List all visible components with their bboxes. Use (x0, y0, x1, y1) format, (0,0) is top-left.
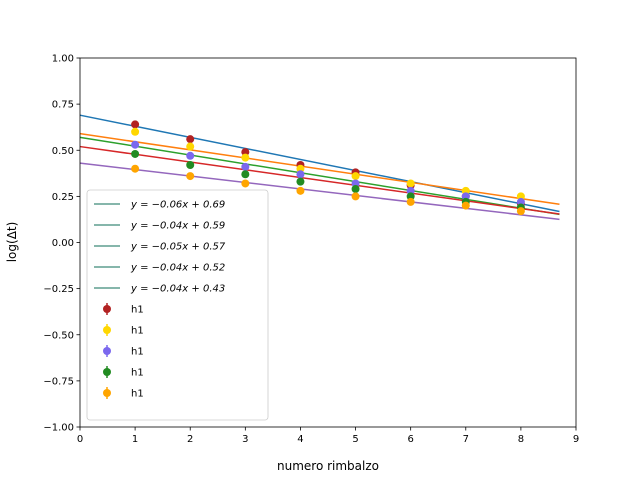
fit-line (79, 145, 560, 215)
legend-series-label: h1 (131, 389, 144, 400)
legend-fit-label: y = −0.04x + 0.52 (130, 263, 225, 274)
y-tick-label: 0.00 (52, 238, 74, 249)
legend-marker-swatch (103, 368, 111, 376)
data-point (516, 192, 525, 201)
data-point (516, 207, 525, 216)
legend-marker-swatch (103, 389, 111, 397)
data-point (516, 197, 525, 206)
data-points (131, 120, 525, 216)
y-tick-label: 0.50 (52, 146, 74, 157)
data-point (186, 135, 195, 144)
data-point (351, 192, 360, 201)
x-axis-label: numero rimbalzo (277, 459, 379, 473)
legend-fit-label: y = −0.04x + 0.43 (130, 284, 225, 295)
legend-marker-swatch (103, 305, 111, 313)
y-tick-label: −0.75 (43, 376, 74, 387)
y-tick-label: −1.00 (43, 423, 74, 434)
data-point (296, 186, 305, 195)
data-point (296, 170, 305, 179)
data-point (131, 149, 140, 158)
data-point (131, 164, 140, 173)
data-point (241, 153, 250, 162)
data-point (186, 142, 195, 151)
data-point (241, 148, 250, 157)
legend-marker-swatch (103, 347, 111, 355)
y-tick-label: 0.75 (52, 100, 74, 111)
data-point (241, 179, 250, 188)
fit-line (79, 132, 560, 206)
x-tick-label: 2 (187, 434, 193, 445)
fit-lines (79, 114, 560, 221)
y-tick-label: 1.00 (52, 54, 74, 65)
data-point (131, 140, 140, 149)
legend-series-label: h1 (131, 368, 144, 379)
legend-series-label: h1 (131, 305, 144, 316)
x-tick-label: 9 (573, 434, 579, 445)
fit-line (79, 162, 560, 221)
data-point (296, 177, 305, 186)
x-tick-label: 0 (77, 434, 83, 445)
x-tick-label: 6 (407, 434, 413, 445)
data-point (131, 120, 140, 129)
x-tick-label: 3 (242, 434, 248, 445)
data-point (131, 127, 140, 136)
legend-box (86, 189, 269, 421)
data-point (351, 172, 360, 181)
data-point (186, 161, 195, 170)
data-point (351, 184, 360, 193)
x-tick-label: 8 (518, 434, 524, 445)
fit-line (79, 136, 560, 216)
legend-series-label: h1 (131, 326, 144, 337)
data-point (461, 201, 470, 210)
data-point (186, 151, 195, 160)
y-tick-label: −0.50 (43, 330, 74, 341)
data-point (296, 164, 305, 173)
data-point (406, 197, 415, 206)
y-axis-label: log(Δt) (5, 222, 19, 263)
legend: y = −0.06x + 0.69 y = −0.04x + 0.59 y = −0… (86, 189, 269, 421)
data-point (186, 172, 195, 181)
y-tick-label: −0.25 (43, 284, 74, 295)
x-tick-label: 7 (463, 434, 469, 445)
data-point (461, 186, 470, 195)
data-point (406, 186, 415, 195)
x-axis: 0 1 2 3 4 5 6 7 8 9 (77, 427, 579, 445)
x-tick-label: 5 (352, 434, 358, 445)
y-axis: −1.00 −0.75 −0.50 −0.25 0.00 0.25 0.50 0.75 1.00 (43, 54, 80, 434)
legend-fit-label: y = −0.05x + 0.57 (130, 242, 226, 253)
x-tick-label: 1 (132, 434, 138, 445)
fit-line (79, 114, 560, 213)
data-point (406, 192, 415, 201)
data-point (351, 179, 360, 188)
data-point (461, 192, 470, 201)
legend-fit-label: y = −0.04x + 0.59 (130, 221, 225, 232)
data-point (406, 179, 415, 188)
legend-series-label: h1 (131, 347, 144, 358)
data-point (241, 170, 250, 179)
data-point (241, 162, 250, 171)
legend-marker-swatch (103, 326, 111, 334)
x-tick-label: 4 (297, 434, 303, 445)
y-tick-label: 0.25 (52, 192, 74, 203)
legend-fit-label: y = −0.06x + 0.69 (130, 200, 225, 211)
